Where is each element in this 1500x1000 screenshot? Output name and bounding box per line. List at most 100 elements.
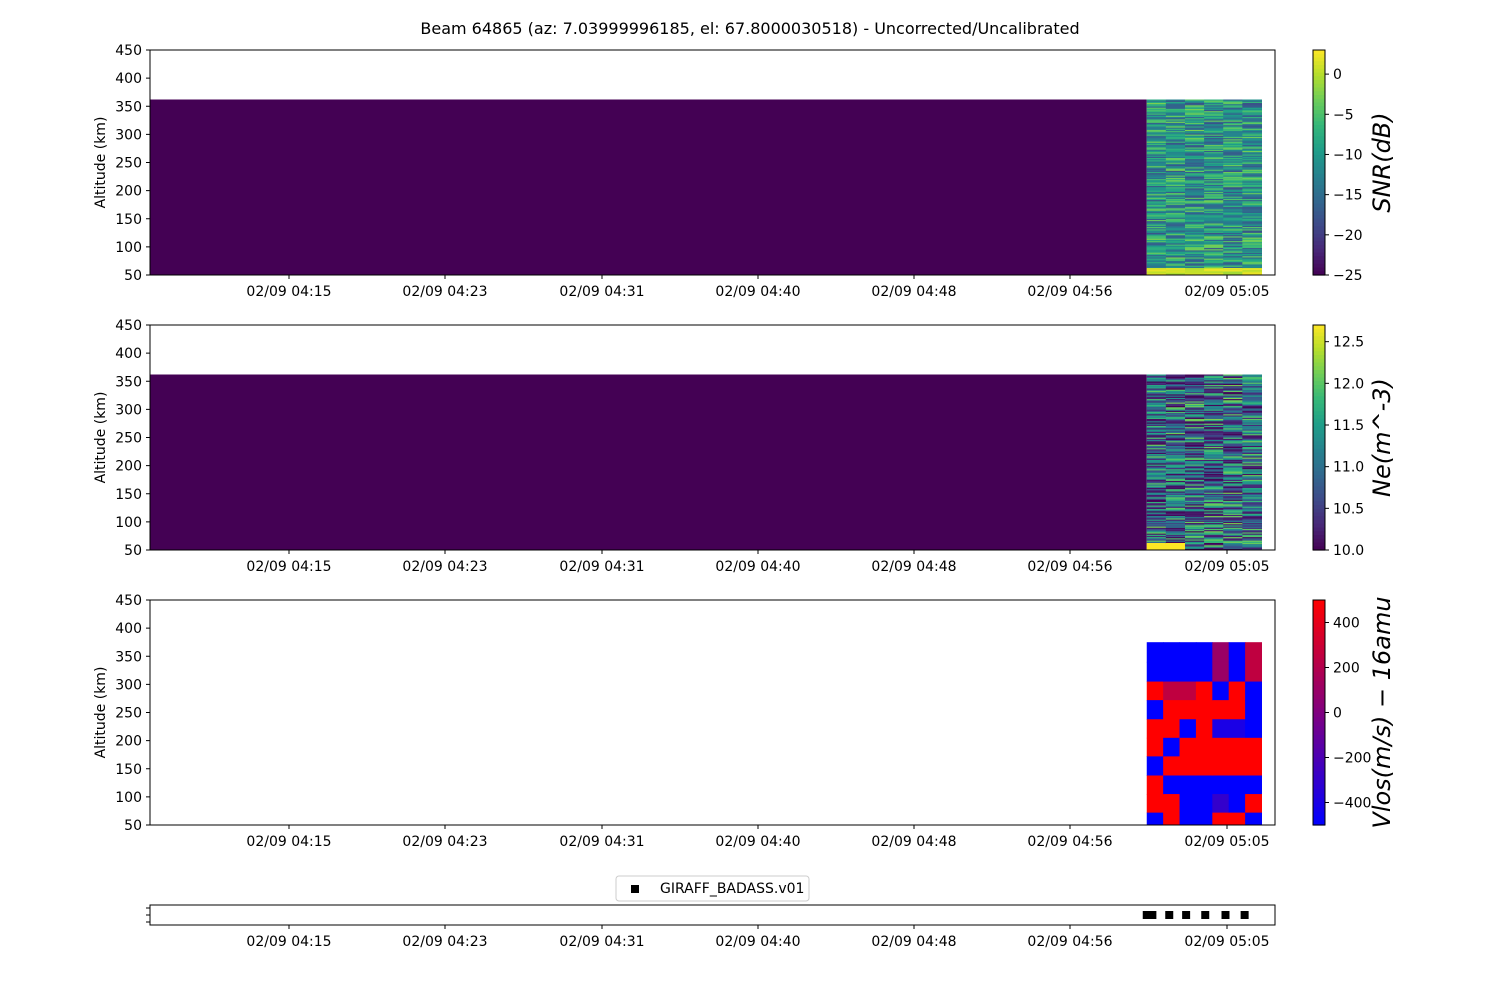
colorbar-segment bbox=[1313, 726, 1325, 732]
heatmap-cell bbox=[1165, 544, 1186, 546]
heatmap-cell bbox=[1223, 165, 1243, 167]
colorbar-segment bbox=[1313, 762, 1325, 768]
heatmap-cell bbox=[1165, 269, 1186, 271]
heatmap-cell bbox=[1204, 393, 1224, 395]
heatmap-cell bbox=[1185, 217, 1205, 220]
heatmap-cell bbox=[1223, 197, 1243, 200]
heatmap-cell bbox=[1165, 428, 1186, 430]
heatmap-cell bbox=[1185, 475, 1205, 477]
heatmap-cell bbox=[1204, 198, 1224, 201]
heatmap-cell bbox=[1223, 153, 1243, 155]
x-tick-label: 02/09 04:31 bbox=[559, 559, 644, 575]
colorbar-segment bbox=[1313, 699, 1325, 705]
heatmap-cell bbox=[1165, 477, 1186, 480]
heatmap-cell bbox=[1223, 127, 1243, 130]
heatmap-cell bbox=[1185, 212, 1205, 215]
heatmap-cell bbox=[1165, 531, 1186, 533]
heatmap-cell bbox=[1242, 243, 1262, 246]
colorbar-tick-label: 0 bbox=[1333, 706, 1342, 722]
heatmap-cell bbox=[1146, 180, 1167, 182]
heatmap-cell bbox=[1242, 469, 1262, 471]
heatmap-cell bbox=[1165, 378, 1186, 380]
colorbar-segment bbox=[1313, 343, 1325, 349]
heatmap-cell bbox=[1242, 265, 1262, 268]
heatmap-cell bbox=[1204, 493, 1224, 496]
heatmap-cell bbox=[1185, 417, 1205, 420]
heatmap-cell bbox=[1242, 424, 1262, 427]
heatmap-cell bbox=[1146, 424, 1167, 427]
heatmap-cell bbox=[1242, 118, 1262, 120]
heatmap-cell bbox=[1223, 194, 1243, 196]
heatmap-cell bbox=[1204, 117, 1224, 119]
heatmap-cell bbox=[1242, 511, 1262, 514]
heatmap-cell bbox=[1185, 542, 1205, 545]
colorbar-segment bbox=[1313, 807, 1325, 813]
colorbar-segment bbox=[1313, 789, 1325, 795]
heatmap-cell bbox=[1223, 472, 1243, 475]
heatmap-cell bbox=[1242, 520, 1262, 523]
heatmap-cell bbox=[1165, 502, 1186, 504]
heatmap-cell bbox=[1223, 428, 1243, 430]
heatmap-cell bbox=[1242, 159, 1262, 161]
heatmap-cell bbox=[1242, 499, 1262, 502]
heatmap-cell bbox=[1242, 538, 1262, 540]
colorbar-segment bbox=[1313, 245, 1325, 250]
heatmap-cell bbox=[1242, 459, 1262, 462]
heatmap-cell bbox=[1146, 393, 1167, 395]
heatmap-cell bbox=[1165, 436, 1186, 439]
heatmap-cell bbox=[1223, 181, 1243, 184]
heatmap-cell bbox=[1185, 386, 1205, 388]
colorbar-segment bbox=[1313, 478, 1325, 484]
heatmap-cell bbox=[1185, 415, 1205, 418]
heatmap-cell bbox=[1204, 170, 1224, 173]
heatmap-cell bbox=[1204, 259, 1224, 262]
heatmap-cell bbox=[1223, 492, 1243, 495]
heatmap-cell bbox=[1165, 174, 1186, 177]
heatmap-cell bbox=[1165, 223, 1186, 226]
heatmap-cell bbox=[1165, 403, 1186, 406]
heatmap-cell bbox=[1179, 681, 1197, 701]
heatmap-cell bbox=[1165, 138, 1186, 140]
heatmap-cell bbox=[1146, 152, 1167, 154]
heatmap-cell bbox=[1223, 110, 1243, 112]
heatmap-cell bbox=[1223, 142, 1243, 145]
heatmap-cell bbox=[1223, 421, 1243, 423]
heatmap-cell bbox=[1204, 145, 1224, 147]
heatmap-cell bbox=[1223, 149, 1243, 152]
heatmap-cell bbox=[1223, 533, 1243, 536]
heatmap-cell bbox=[1223, 146, 1243, 148]
heatmap-cell bbox=[1146, 122, 1167, 125]
colorbar-segment bbox=[1313, 780, 1325, 786]
heatmap-cell bbox=[1204, 203, 1224, 206]
heatmap-cell bbox=[1242, 504, 1262, 507]
heatmap-cell bbox=[1146, 220, 1167, 222]
heatmap-cell bbox=[1165, 235, 1186, 237]
heatmap-cell bbox=[1204, 410, 1224, 413]
heatmap-cell bbox=[1223, 511, 1243, 514]
heatmap-cell bbox=[1204, 403, 1224, 406]
heatmap-cell bbox=[1204, 421, 1224, 423]
heatmap-cell bbox=[1242, 105, 1262, 108]
heatmap-cell bbox=[1165, 389, 1186, 392]
heatmap-cell bbox=[1223, 198, 1243, 201]
heatmap-cell bbox=[1146, 104, 1167, 106]
heatmap-cell bbox=[1223, 246, 1243, 249]
heatmap-cell bbox=[1242, 477, 1262, 480]
heatmap-cell bbox=[1146, 260, 1167, 263]
colorbar-segment bbox=[1313, 694, 1325, 700]
heatmap-cell bbox=[1185, 145, 1205, 147]
heatmap-cell bbox=[1242, 223, 1262, 226]
heatmap-cell bbox=[1165, 133, 1186, 136]
heatmap-cell bbox=[1165, 271, 1186, 274]
heatmap-cell bbox=[1204, 388, 1224, 391]
heatmap-cell bbox=[1242, 500, 1262, 503]
heatmap-cell bbox=[1204, 420, 1224, 422]
heatmap-cell bbox=[1185, 203, 1205, 206]
heatmap-cell bbox=[1165, 492, 1186, 495]
heatmap-cell bbox=[1185, 191, 1205, 194]
heatmap-cell bbox=[1165, 172, 1186, 174]
heatmap-cell bbox=[1204, 399, 1224, 401]
heatmap-cell bbox=[1204, 510, 1224, 512]
heatmap-cell bbox=[1204, 244, 1224, 247]
